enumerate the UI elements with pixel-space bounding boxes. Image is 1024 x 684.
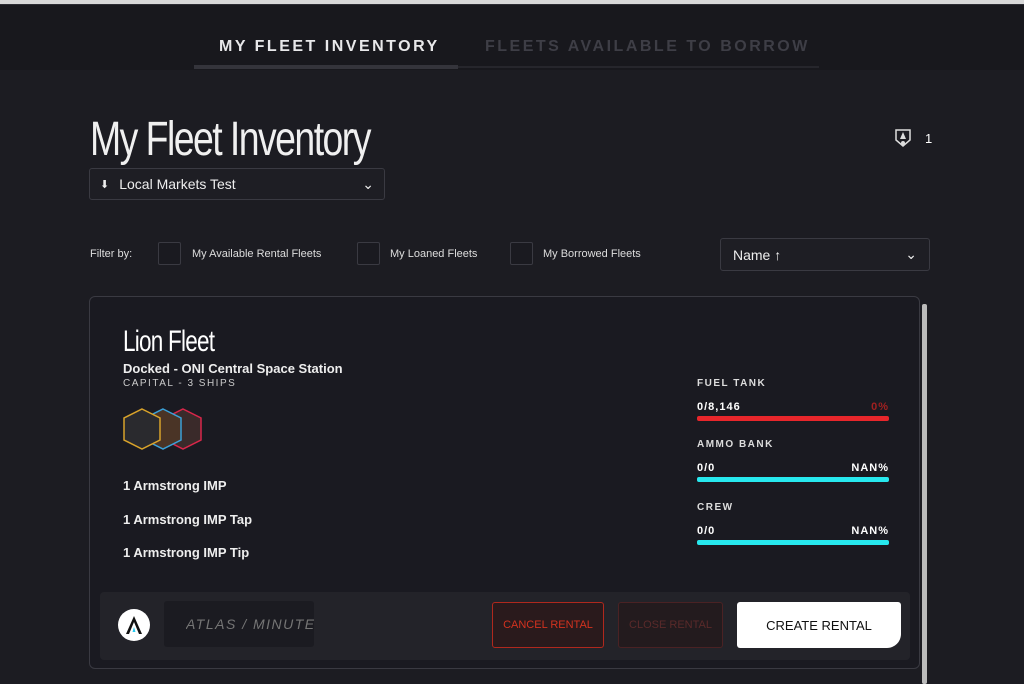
scrollbar-thumb[interactable] (922, 304, 927, 684)
checkbox-label: My Borrowed Fleets (543, 248, 641, 260)
chevron-down-icon: ⌄ (362, 175, 374, 192)
page-title: My Fleet Inventory (90, 113, 371, 166)
filter-label: Filter by: (90, 248, 133, 260)
atlas-per-minute-input[interactable] (164, 601, 314, 647)
fleet-name: Lion Fleet (123, 325, 215, 358)
stat-bar (697, 477, 889, 482)
close-rental-button[interactable]: CLOSE RENTAL (618, 602, 723, 648)
scrollbar[interactable] (920, 296, 930, 684)
stat-label: AMMO BANK (697, 439, 774, 450)
market-select[interactable]: ⬇ Local Markets Test ⌄ (89, 168, 385, 200)
stat-crew: CREW 0/0 NAN% (697, 502, 889, 545)
faction-badge: 1 (893, 128, 932, 148)
create-rental-button[interactable]: CREATE RENTAL (737, 602, 901, 648)
ship-item: 1 Armstrong IMP Tip (123, 545, 250, 560)
stat-fuel-tank: FUEL TANK 0/8,146 0% (697, 378, 889, 421)
stat-ammo-bank: AMMO BANK 0/0 NAN% (697, 439, 889, 482)
ship-thumbnail (123, 408, 161, 450)
checkbox-label: My Loaned Fleets (390, 248, 478, 260)
rental-footer: CANCEL RENTAL CLOSE RENTAL CREATE RENTAL (100, 592, 910, 660)
atlas-logo-icon (118, 609, 150, 641)
fleet-location: Docked - ONI Central Space Station (123, 361, 343, 376)
checkbox-loaned-fleets[interactable] (357, 242, 380, 265)
cancel-rental-button[interactable]: CANCEL RENTAL (492, 602, 604, 648)
stat-bar (697, 540, 889, 545)
stat-value: 0/8,146 (697, 401, 741, 413)
pin-icon: ⬇ (100, 178, 110, 191)
window-top-border (0, 0, 1024, 4)
stat-value: 0/0 (697, 462, 716, 474)
stat-label: CREW (697, 502, 734, 513)
tab-my-fleet-inventory[interactable]: MY FLEET INVENTORY (219, 38, 440, 55)
fleet-card: Lion Fleet Docked - ONI Central Space St… (89, 296, 920, 669)
fleet-class: CAPITAL - 3 SHIPS (123, 378, 237, 389)
checkbox-label: My Available Rental Fleets (192, 248, 322, 260)
stat-percent: NAN% (851, 525, 889, 537)
stat-percent: NAN% (851, 462, 889, 474)
badge-count: 1 (925, 130, 933, 146)
checkbox-available-rental-fleets[interactable] (158, 242, 181, 265)
ship-item: 1 Armstrong IMP (123, 478, 227, 493)
chevron-down-icon: ⌄ (905, 246, 917, 262)
ship-item: 1 Armstrong IMP Tap (123, 512, 253, 527)
tab-divider (194, 66, 819, 68)
stat-bar (697, 416, 889, 421)
stat-value: 0/0 (697, 525, 716, 537)
ship-thumbnails (123, 408, 202, 450)
active-tab-indicator (194, 65, 458, 69)
stat-label: FUEL TANK (697, 378, 767, 389)
sort-select-value: Name ↑ (733, 246, 782, 263)
checkbox-borrowed-fleets[interactable] (510, 242, 533, 265)
tab-fleets-available-to-borrow[interactable]: FLEETS AVAILABLE TO BORROW (485, 38, 810, 55)
stat-percent: 0% (871, 401, 889, 413)
faction-shield-icon (895, 129, 911, 147)
tab-bar (0, 4, 1024, 70)
sort-select[interactable]: Name ↑ ⌄ (720, 238, 930, 271)
market-select-value: Local Markets Test (119, 176, 236, 192)
